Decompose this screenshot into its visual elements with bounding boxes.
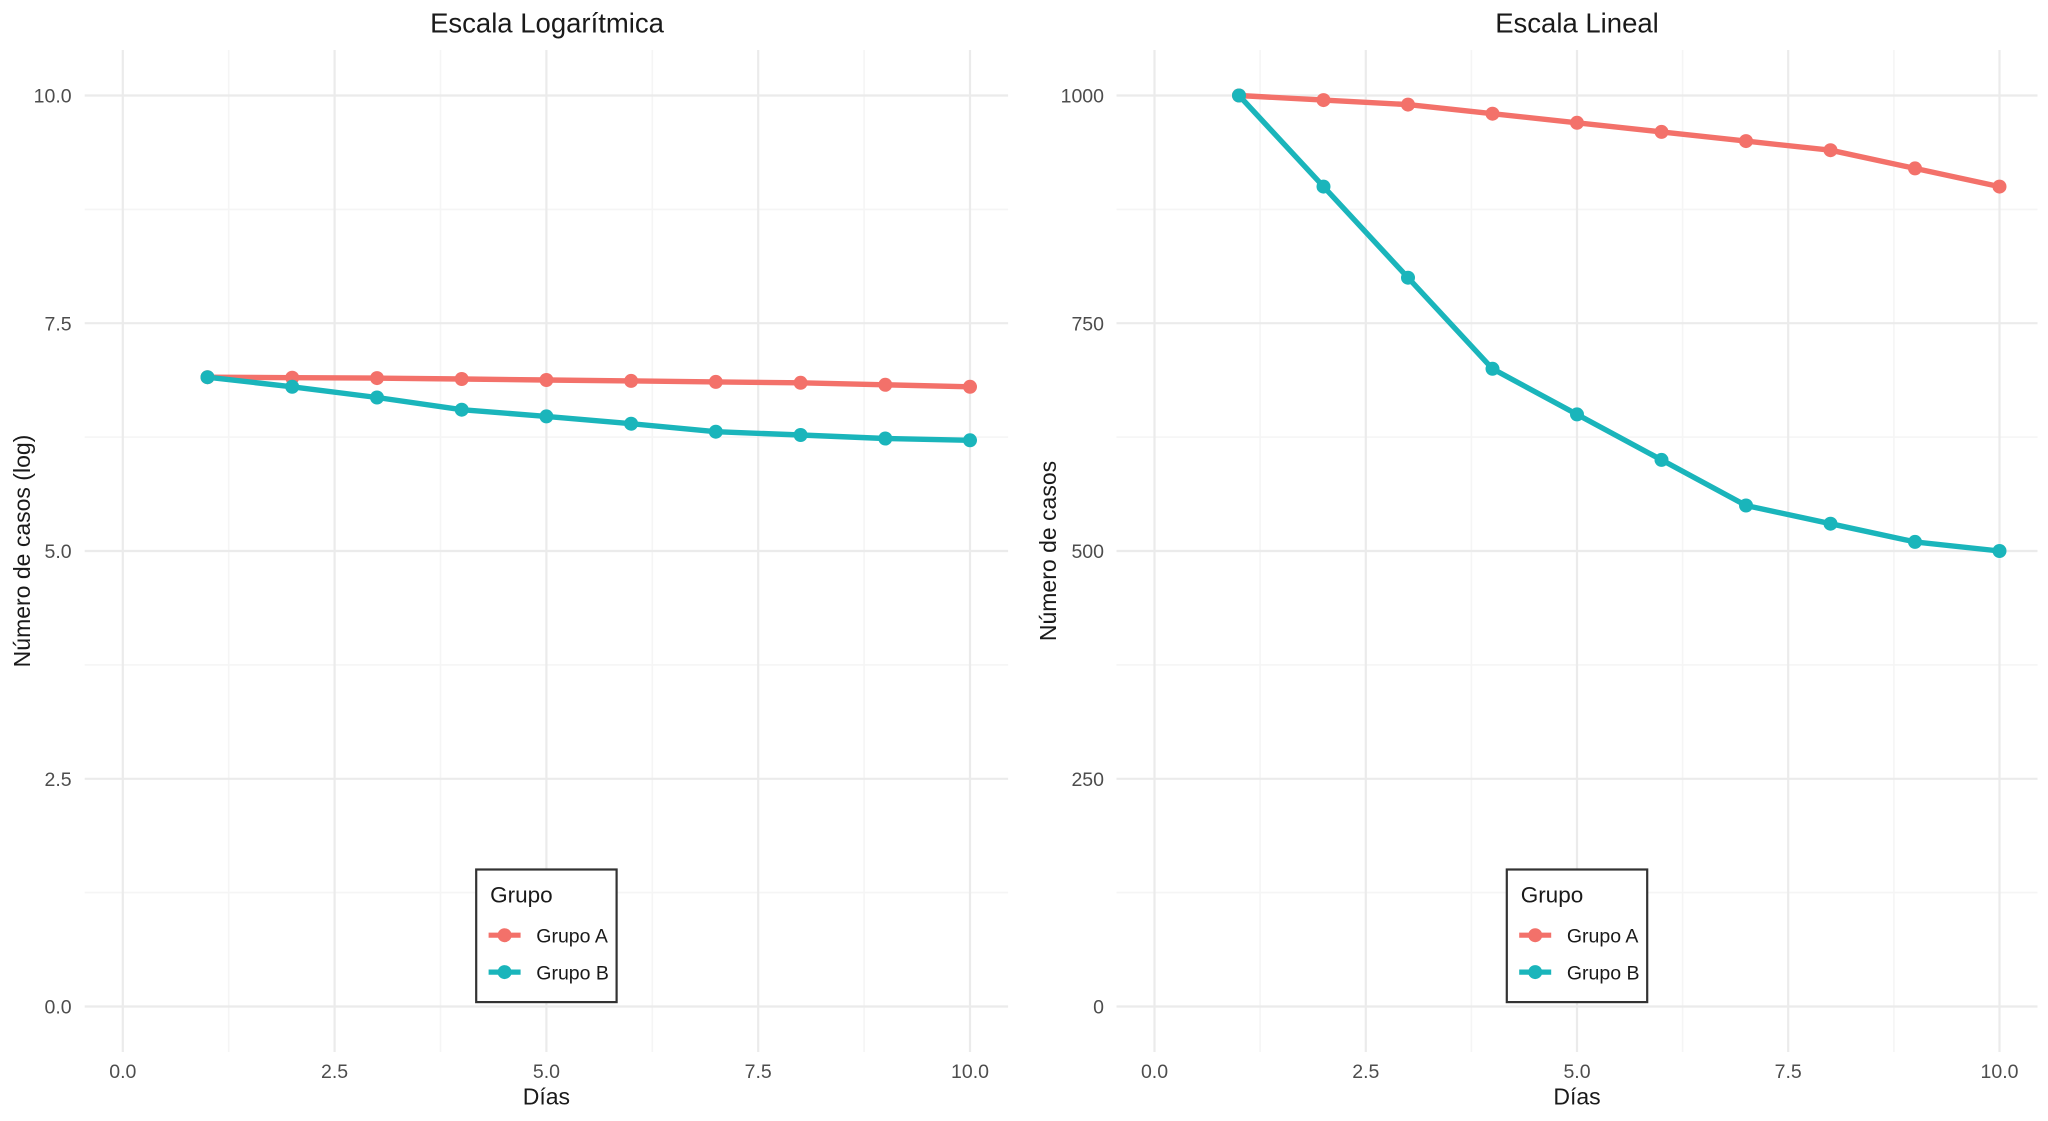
svg-text:Grupo: Grupo	[1521, 883, 1584, 908]
svg-text:0.0: 0.0	[44, 997, 71, 1019]
svg-text:2.5: 2.5	[321, 1061, 348, 1083]
svg-text:750: 750	[1071, 313, 1104, 335]
svg-text:500: 500	[1071, 541, 1104, 563]
svg-text:Grupo B: Grupo B	[536, 963, 609, 985]
svg-text:Días: Días	[1553, 1084, 1600, 1110]
svg-text:0.0: 0.0	[109, 1061, 136, 1083]
svg-text:Grupo: Grupo	[490, 883, 553, 908]
svg-text:0: 0	[1093, 997, 1104, 1019]
svg-text:1000: 1000	[1061, 86, 1105, 108]
svg-text:7.5: 7.5	[745, 1061, 772, 1083]
svg-text:7.5: 7.5	[1775, 1061, 1802, 1083]
svg-text:10.0: 10.0	[951, 1061, 989, 1083]
svg-text:Grupo A: Grupo A	[1567, 926, 1639, 948]
svg-text:0.0: 0.0	[1141, 1061, 1168, 1083]
svg-text:5.0: 5.0	[533, 1061, 560, 1083]
svg-text:10.0: 10.0	[1981, 1061, 2019, 1083]
svg-text:7.5: 7.5	[44, 313, 71, 335]
svg-text:5.0: 5.0	[1563, 1061, 1590, 1083]
svg-text:Grupo B: Grupo B	[1567, 963, 1640, 985]
svg-text:2.5: 2.5	[1352, 1061, 1379, 1083]
svg-text:Grupo A: Grupo A	[536, 926, 608, 948]
svg-text:Número de casos: Número de casos	[1035, 461, 1061, 641]
svg-text:5.0: 5.0	[44, 541, 71, 563]
svg-text:Escala Logarítmica: Escala Logarítmica	[430, 8, 665, 39]
svg-text:10.0: 10.0	[34, 86, 72, 108]
svg-text:2.5: 2.5	[44, 769, 71, 791]
svg-text:Días: Días	[523, 1084, 570, 1110]
svg-text:Número de casos (log): Número de casos (log)	[9, 435, 35, 668]
svg-text:Escala Lineal: Escala Lineal	[1495, 8, 1659, 39]
svg-text:250: 250	[1071, 769, 1104, 791]
